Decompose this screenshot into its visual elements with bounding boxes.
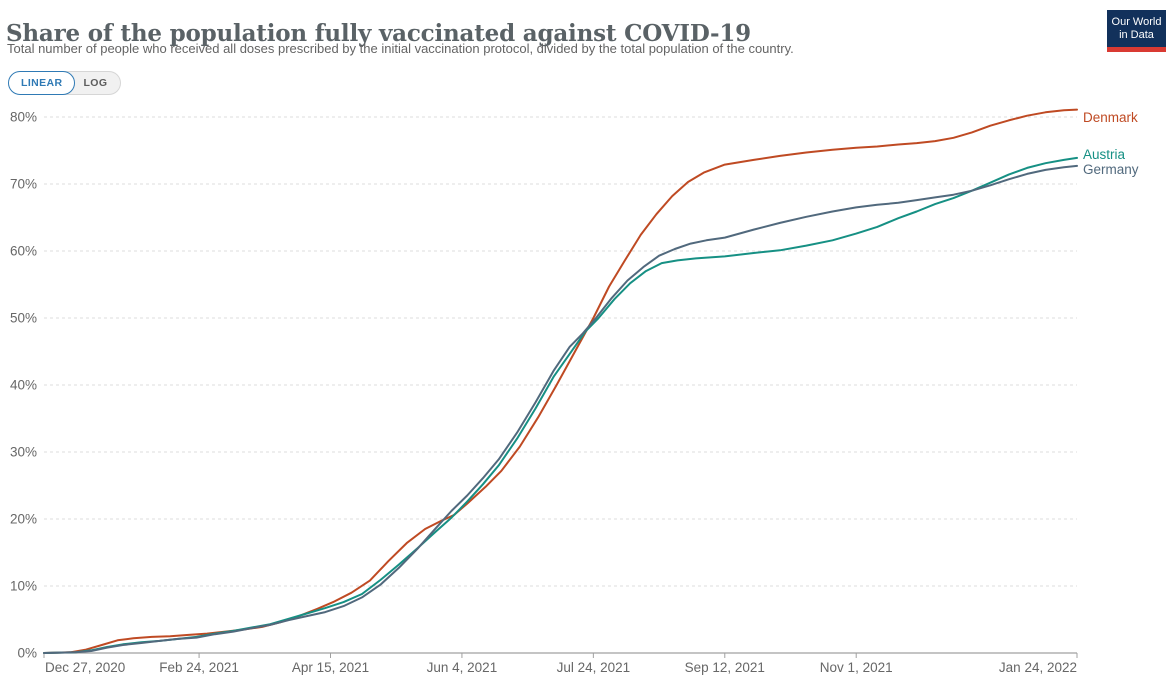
x-axis-label: Dec 27, 2020 bbox=[45, 660, 125, 675]
owid-logo-line1: Our World bbox=[1111, 16, 1162, 28]
owid-logo-line2: in Data bbox=[1119, 28, 1154, 41]
series-label-austria: Austria bbox=[1083, 147, 1126, 162]
owid-logo[interactable]: Our World in Data bbox=[1107, 10, 1166, 52]
y-axis-label-60: 60% bbox=[10, 244, 37, 259]
y-axis-label-70: 70% bbox=[10, 177, 37, 192]
x-axis-label: Jun 4, 2021 bbox=[427, 660, 498, 675]
line-germany[interactable] bbox=[43, 164, 1078, 654]
y-axis-label-10: 10% bbox=[10, 579, 37, 594]
series-label-germany: Germany bbox=[1083, 162, 1139, 177]
line-austria[interactable] bbox=[43, 156, 1078, 654]
y-axis-label-50: 50% bbox=[10, 311, 37, 326]
x-axis-label: Apr 15, 2021 bbox=[292, 660, 369, 675]
chart-subtitle: Total number of people who received all … bbox=[7, 41, 794, 56]
owid-logo-red-bar bbox=[1107, 47, 1166, 52]
scale-toggle: LINEAR LOG bbox=[8, 71, 122, 95]
line-denmark[interactable] bbox=[43, 108, 1078, 654]
x-axis-label: Nov 1, 2021 bbox=[820, 660, 893, 675]
y-axis-label-80: 80% bbox=[10, 110, 37, 125]
y-axis-label-0: 0% bbox=[17, 646, 37, 661]
page-title: Share of the population fully vaccinated… bbox=[6, 20, 751, 48]
x-axis-label: Sep 12, 2021 bbox=[685, 660, 765, 675]
series-label-denmark: Denmark bbox=[1083, 110, 1138, 125]
y-axis-label-30: 30% bbox=[10, 445, 37, 460]
y-axis-label-20: 20% bbox=[10, 512, 37, 527]
x-axis-label: Jul 24, 2021 bbox=[557, 660, 631, 675]
linear-scale-button[interactable]: LINEAR bbox=[8, 71, 76, 95]
x-axis-label: Feb 24, 2021 bbox=[159, 660, 239, 675]
x-axis-label: Jan 24, 2022 bbox=[999, 660, 1077, 675]
y-axis-label-40: 40% bbox=[10, 378, 37, 393]
